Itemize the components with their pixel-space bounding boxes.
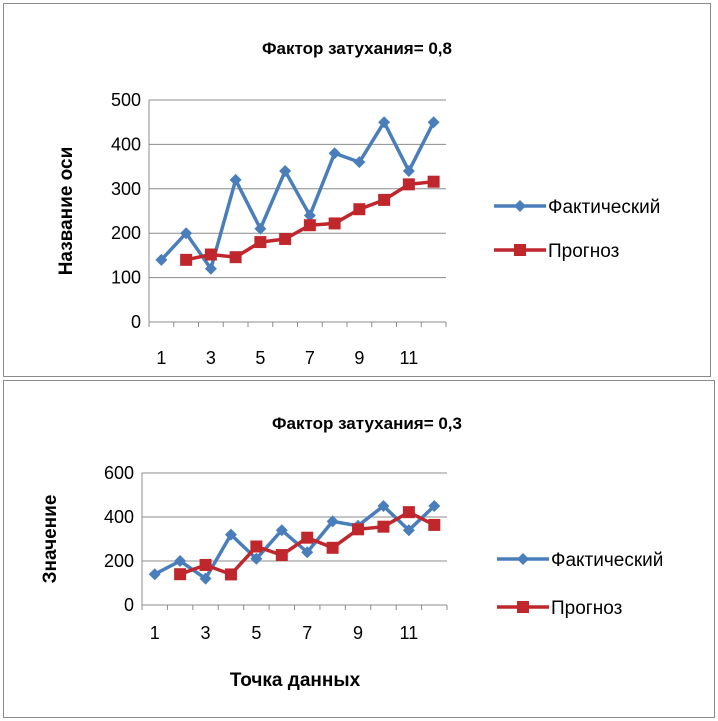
data-point-forecast (250, 540, 263, 553)
chart-panel-damping-0-8: Фактор затухания= 0,8 0 100 200 300 400 500 1 3 5… (3, 3, 711, 377)
data-point-forecast (303, 219, 316, 232)
data-point-actual (279, 165, 292, 178)
series-line-actual (153, 504, 436, 581)
data-point-actual (199, 572, 212, 585)
data-point-forecast (328, 217, 341, 230)
data-point-actual (155, 253, 168, 266)
legend-marker-actual (514, 200, 526, 212)
y-tick-label: 100 (111, 268, 141, 288)
data-point-actual (180, 227, 193, 240)
data-point-actual (301, 546, 314, 559)
line-chart-damping-0-8: Фактор затухания= 0,8 0 100 200 300 400 500 1 3 5… (56, 39, 660, 368)
data-point-forecast (352, 523, 365, 536)
data-point-forecast (402, 178, 415, 191)
x-tick-label: 1 (150, 623, 160, 643)
legend-label-actual: Фактический (548, 197, 660, 218)
data-point-actual (328, 147, 341, 160)
chart-panel-damping-0-3: Фактор затухания= 0,3 0 200 400 600 1 3 5 7 9 11 Зн… (3, 380, 715, 718)
data-point-forecast (427, 175, 440, 188)
data-point-actual (428, 500, 441, 512)
data-point-actual (303, 209, 316, 222)
x-tick-label: 9 (354, 348, 364, 368)
data-point-forecast (180, 253, 193, 266)
data-point-actual (353, 156, 366, 169)
y-tick-label: 200 (111, 223, 141, 243)
y-tick-label: 300 (111, 179, 141, 199)
data-point-forecast (428, 518, 441, 531)
line-chart-damping-0-3: Фактор затухания= 0,3 0 200 400 600 1 3 5 7 9 11 Зн… (40, 414, 663, 691)
series-line-actual (160, 120, 436, 271)
chart-title: Фактор затухания= 0,3 (272, 414, 462, 433)
x-axis-title: Точка данных (230, 670, 361, 691)
chart-title: Фактор затухания= 0,8 (262, 39, 452, 58)
data-point-forecast (402, 506, 415, 519)
data-point-actual (427, 116, 440, 129)
y-tick-label: 500 (111, 90, 141, 110)
data-point-actual (250, 552, 263, 565)
x-tick-label: 7 (305, 348, 315, 368)
data-point-forecast (229, 251, 242, 264)
data-point-forecast (199, 558, 212, 571)
x-tick-label: 1 (156, 348, 166, 368)
data-point-actual (174, 555, 187, 567)
data-point-forecast (204, 248, 217, 261)
legend-marker-actual (517, 553, 529, 565)
data-point-forecast (377, 520, 390, 533)
data-point-forecast (301, 531, 314, 544)
legend-marker-forecast (517, 601, 529, 613)
x-tick-label: 9 (353, 623, 363, 643)
x-tick-label: 11 (400, 623, 419, 643)
data-point-actual (224, 528, 237, 541)
data-point-actual (378, 116, 391, 129)
x-tick-label: 7 (302, 623, 312, 643)
x-tick-label: 11 (400, 348, 419, 368)
y-tick-label: 400 (111, 134, 141, 154)
y-axis-title: Значение (40, 495, 61, 584)
data-point-actual (204, 262, 217, 275)
y-tick-label: 0 (131, 312, 141, 332)
y-tick-label: 600 (104, 463, 134, 483)
legend-marker-forecast (514, 244, 526, 256)
data-point-actual (254, 222, 267, 235)
y-tick-label: 200 (104, 551, 134, 571)
data-point-forecast (378, 193, 391, 206)
data-point-forecast (326, 541, 339, 554)
data-point-actual (275, 524, 288, 537)
y-tick-label: 400 (104, 507, 134, 527)
x-tick-label: 5 (255, 348, 265, 368)
data-point-forecast (353, 203, 366, 216)
data-point-forecast (224, 568, 237, 581)
data-point-actual (402, 524, 415, 537)
data-point-forecast (275, 549, 288, 562)
y-tick-label: 0 (124, 595, 134, 615)
data-point-actual (326, 515, 339, 528)
x-tick-label: 5 (251, 623, 261, 643)
data-point-forecast (254, 236, 267, 249)
data-point-actual (402, 165, 415, 178)
data-point-forecast (279, 232, 292, 245)
legend-label-forecast: Прогноз (548, 241, 619, 262)
legend-label-forecast: Прогноз (551, 598, 622, 619)
data-point-forecast (174, 568, 187, 581)
data-point-actual (377, 500, 390, 512)
x-tick-label: 3 (206, 348, 216, 368)
data-point-actual (148, 568, 161, 581)
data-point-actual (229, 173, 242, 186)
x-tick-label: 3 (201, 623, 211, 643)
y-axis-title: Название оси (56, 147, 77, 276)
legend-label-actual: Фактический (551, 550, 663, 571)
